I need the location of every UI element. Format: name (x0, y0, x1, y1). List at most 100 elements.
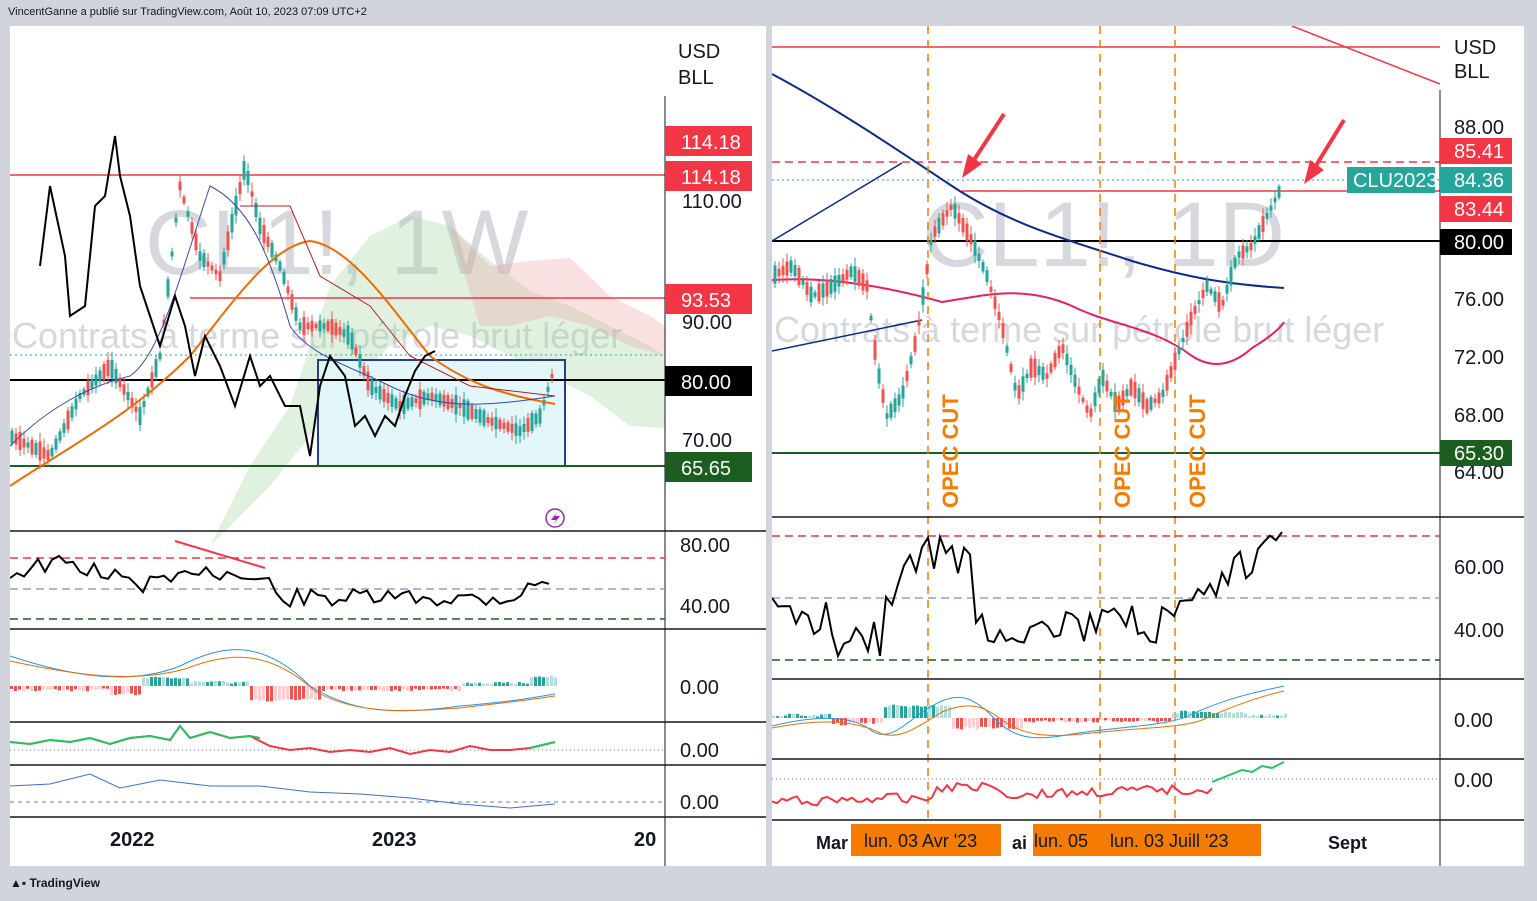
candle-body (1025, 373, 1029, 379)
daily-chart-svg[interactable]: CL1!, 1D Contrats à terme sur pétrole br… (772, 26, 1524, 866)
histogram-bar (1044, 718, 1047, 721)
histogram-bar (338, 686, 341, 690)
candle-body (170, 251, 174, 257)
candle-body (126, 391, 130, 401)
histogram-bar (86, 686, 89, 692)
channel-upper-line (772, 162, 903, 242)
candle-body (294, 307, 298, 321)
histogram-bar (1176, 713, 1179, 718)
candle-body (214, 269, 218, 275)
candle-body (1037, 366, 1041, 376)
histogram-bar (246, 681, 249, 686)
candle-body (829, 279, 833, 294)
histogram-bar (182, 677, 185, 686)
candle-body (1201, 289, 1205, 299)
histogram-bar (916, 705, 919, 718)
candle-body (310, 320, 314, 332)
candle-body (897, 394, 901, 406)
candle-body (94, 374, 98, 386)
candle-body (973, 240, 977, 256)
histogram-bar (62, 686, 65, 691)
histogram-bar (924, 706, 927, 718)
histogram-bar (550, 675, 553, 686)
histogram-bar (158, 677, 161, 686)
opec-cut-label: OPEC CUT (1110, 394, 1135, 508)
weekly-chart-svg[interactable]: CL1!, 1W Contrats à terme sur pétrole br… (10, 26, 766, 866)
candle-body (821, 283, 825, 298)
candle-body (342, 329, 346, 337)
histogram-bar (118, 686, 121, 694)
candle-body (206, 261, 210, 267)
histogram-bar (996, 718, 999, 728)
svg-text:93.53: 93.53 (681, 290, 731, 312)
candle-body (869, 315, 873, 321)
svg-text:84.36: 84.36 (1454, 170, 1504, 192)
histogram-bar (282, 686, 285, 700)
price-label-84: 84.36 (1440, 167, 1512, 193)
price-axis-tick: 68.00 (1454, 405, 1504, 427)
candle-body (370, 379, 374, 395)
histogram-bar (486, 683, 489, 686)
histogram-bar (14, 686, 17, 692)
daily-chart-panel[interactable]: CL1!, 1D Contrats à terme sur pétrole br… (772, 26, 1524, 866)
candle-body (406, 397, 410, 409)
histogram-bar (1092, 718, 1095, 723)
osc3-line (10, 773, 556, 809)
price-label-114a: 114.18 (665, 126, 752, 156)
histogram-bar (430, 686, 433, 690)
histogram-bar (518, 682, 521, 686)
histogram-bar (804, 715, 807, 718)
candle-body (1169, 366, 1173, 378)
candle-body (1253, 236, 1257, 244)
histogram-bar (776, 716, 779, 718)
histogram-bar (342, 686, 345, 692)
svg-text:lun. 05: lun. 05 (1034, 831, 1088, 851)
histogram-bar (398, 686, 401, 692)
histogram-bar (382, 686, 385, 692)
candle-body (1245, 246, 1249, 253)
rsi-line (772, 531, 1283, 659)
histogram-bar (1080, 718, 1083, 723)
histogram-bar (1128, 718, 1131, 722)
histogram-bar (422, 686, 425, 690)
histogram-bar (226, 682, 229, 686)
candle-body (518, 426, 522, 436)
candle-body (901, 385, 905, 399)
candle-body (789, 260, 793, 273)
histogram-bar (538, 676, 541, 686)
histogram-bar (66, 686, 69, 690)
lightning-icon[interactable] (545, 508, 565, 528)
candle-body (785, 261, 789, 276)
histogram-bar (1276, 715, 1279, 718)
candle-body (486, 417, 490, 423)
candle-body (809, 286, 813, 303)
weekly-chart-panel[interactable]: CL1!, 1W Contrats à terme sur pétrole br… (10, 26, 766, 866)
candle-body (1217, 292, 1221, 312)
histogram-bar (78, 686, 81, 690)
histogram-bar (270, 686, 273, 702)
tradingview-logo[interactable]: ▲▪ TradingView (10, 876, 100, 890)
histogram-bar (1172, 713, 1175, 718)
candle-body (478, 409, 482, 423)
histogram-bar (800, 715, 803, 718)
candle-body (1173, 352, 1177, 370)
histogram-bar (206, 682, 209, 686)
histogram-bar (274, 686, 277, 701)
histogram-bar (904, 706, 907, 718)
histogram-bar (1200, 711, 1203, 718)
histogram-bar (884, 707, 887, 718)
svg-text:85.41: 85.41 (1454, 141, 1504, 163)
candle-body (1053, 352, 1057, 368)
date-tag: lun. 03 Avr '23 (851, 824, 1001, 856)
candle-body (909, 355, 913, 365)
histogram-bar (366, 686, 369, 690)
price-label-65: 65.30 (1440, 440, 1512, 466)
candle-body (773, 265, 777, 284)
histogram-bar (864, 718, 867, 724)
candle-body (1017, 385, 1021, 399)
histogram-bar (502, 682, 505, 686)
candle-body (873, 340, 877, 360)
histogram-bar (956, 718, 959, 729)
sma-200-line (772, 73, 1285, 289)
histogram-bar (510, 683, 513, 686)
